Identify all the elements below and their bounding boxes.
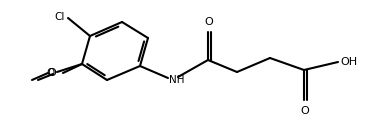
Text: O: O: [47, 68, 56, 78]
Text: O: O: [47, 68, 55, 78]
Text: Cl: Cl: [54, 12, 65, 22]
Text: O: O: [301, 106, 309, 116]
Text: OH: OH: [340, 57, 357, 67]
Text: NH: NH: [169, 75, 184, 85]
Text: O: O: [205, 17, 213, 27]
